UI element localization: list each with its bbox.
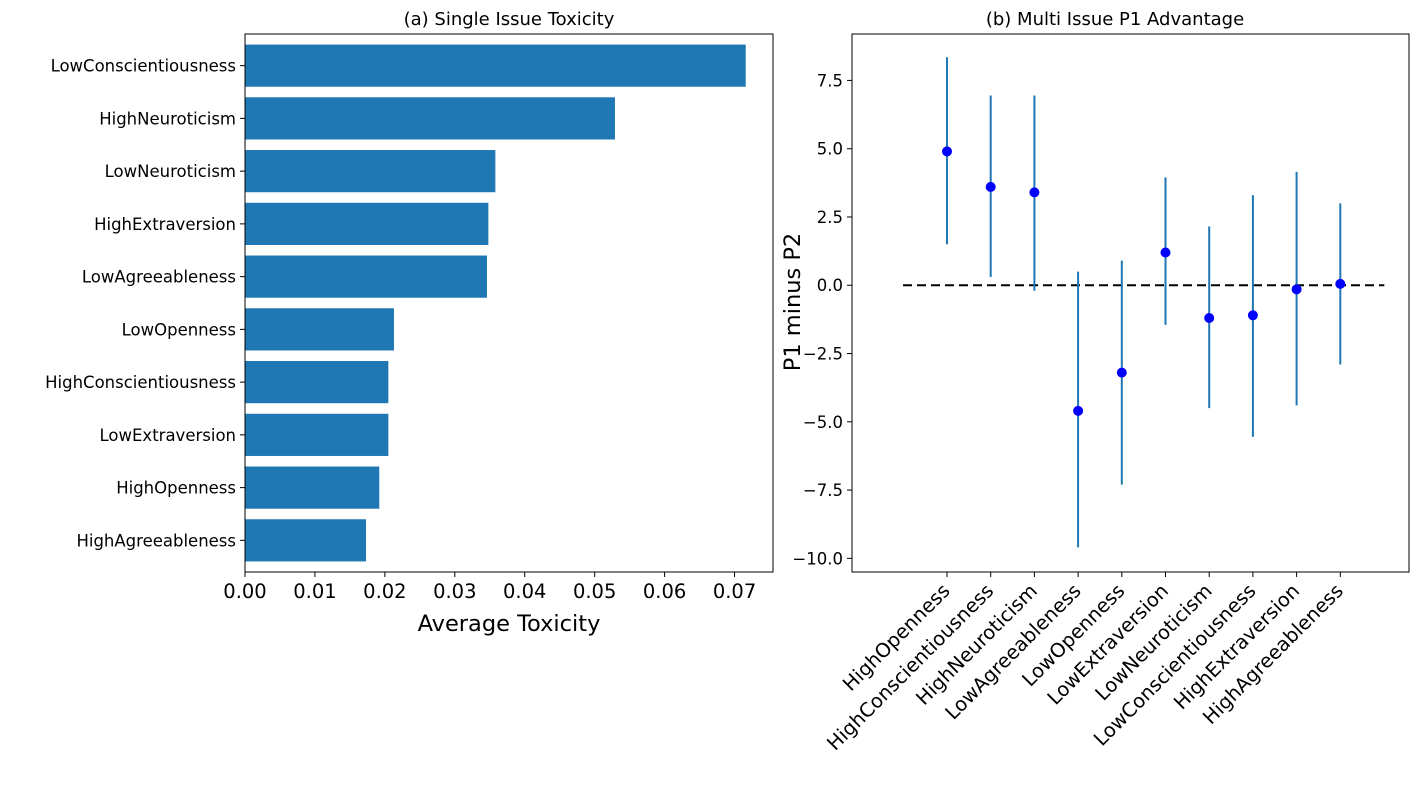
bar-HighOpenness [245, 466, 380, 509]
bar-HighExtraversion [245, 202, 489, 245]
x-tick-label: 0.02 [363, 580, 406, 603]
y-tick-label: 7.5 [817, 71, 843, 90]
panel-b-y-axis-label: P1 minus P2 [780, 233, 806, 371]
category-label-LowConscientiousness: LowConscientiousness [51, 57, 236, 76]
y-tick-label: 2.5 [817, 208, 843, 227]
panel-b: (b) Multi Issue P1 Advantage 7.5 5.0 2.5 0.… [780, 9, 1410, 755]
point-LowAgreeableness [1073, 405, 1084, 416]
point-HighConscientiousness [985, 181, 996, 192]
panel-a-bars [245, 44, 746, 562]
point-HighNeuroticism [1029, 187, 1040, 198]
panel-a-category-labels: LowConscientiousness HighNeuroticism LowNe… [45, 57, 245, 550]
y-tick-label: −7.5 [803, 481, 843, 500]
bar-LowConscientiousness [245, 44, 746, 87]
panel-a-frame [244, 33, 774, 573]
bar-LowNeuroticism [245, 150, 496, 193]
bar-HighNeuroticism [245, 97, 615, 140]
panel-b-points [942, 146, 1346, 416]
y-tick-label: −10.0 [792, 549, 843, 568]
panel-b-y-ticks: 7.5 5.0 2.5 0.0 −2.5 −5.0 −7.5 −10.0 [792, 71, 852, 568]
panel-b-category-labels: HighOpennessHighConscientiousnessHighNeu… [822, 572, 1348, 755]
x-tick-label: 0.06 [643, 580, 686, 603]
point-LowOpenness [1116, 367, 1127, 378]
point-HighExtraversion [1291, 284, 1302, 295]
panel-a-title: (a) Single Issue Toxicity [404, 9, 615, 30]
panel-a: (a) Single Issue Toxicity LowConscientio… [45, 9, 774, 637]
bar-HighConscientiousness [245, 361, 389, 404]
x-tick-label: 0.05 [573, 580, 616, 603]
point-LowNeuroticism [1204, 313, 1215, 324]
y-tick-label: 0.0 [817, 276, 843, 295]
bar-LowOpenness [245, 308, 394, 351]
category-label-LowExtraversion: LowExtraversion [100, 426, 236, 445]
category-label-HighAgreeableness: HighAgreeableness [76, 531, 236, 550]
bar-HighAgreeableness [245, 519, 366, 562]
category-label-HighConscientiousness: HighConscientiousness [822, 579, 998, 755]
bar-LowAgreeableness [245, 255, 487, 298]
category-label-HighNeuroticism: HighNeuroticism [99, 109, 236, 128]
y-tick-label: 5.0 [817, 140, 843, 159]
category-label-HighExtraversion: HighExtraversion [94, 215, 236, 234]
panel-b-frame [851, 33, 1410, 573]
x-tick-label: 0.07 [713, 580, 756, 603]
y-tick-label: −2.5 [803, 345, 843, 364]
category-label-LowAgreeableness: LowAgreeableness [82, 268, 236, 287]
panel-a-x-ticks: 0.00 0.01 0.02 0.03 0.04 0.05 0.06 0.07 [223, 572, 756, 603]
point-LowExtraversion [1160, 247, 1171, 258]
x-tick-label: 0.00 [223, 580, 266, 603]
point-HighAgreeableness [1335, 278, 1346, 289]
bar-LowExtraversion [245, 413, 389, 456]
x-tick-label: 0.03 [433, 580, 476, 603]
x-tick-label: 0.01 [293, 580, 336, 603]
category-label-HighConscientiousness: HighConscientiousness [45, 373, 236, 392]
category-label-LowOpenness: LowOpenness [122, 320, 236, 339]
panel-a-x-axis-label: Average Toxicity [418, 611, 601, 637]
panel-b-error-bars [946, 57, 1342, 548]
category-label-HighOpenness: HighOpenness [116, 479, 236, 498]
category-label-LowNeuroticism: LowNeuroticism [105, 162, 236, 181]
panel-b-title: (b) Multi Issue P1 Advantage [986, 9, 1244, 30]
point-LowConscientiousness [1247, 310, 1258, 321]
y-tick-label: −5.0 [803, 413, 843, 432]
x-tick-label: 0.04 [503, 580, 546, 603]
point-HighOpenness [942, 146, 952, 157]
